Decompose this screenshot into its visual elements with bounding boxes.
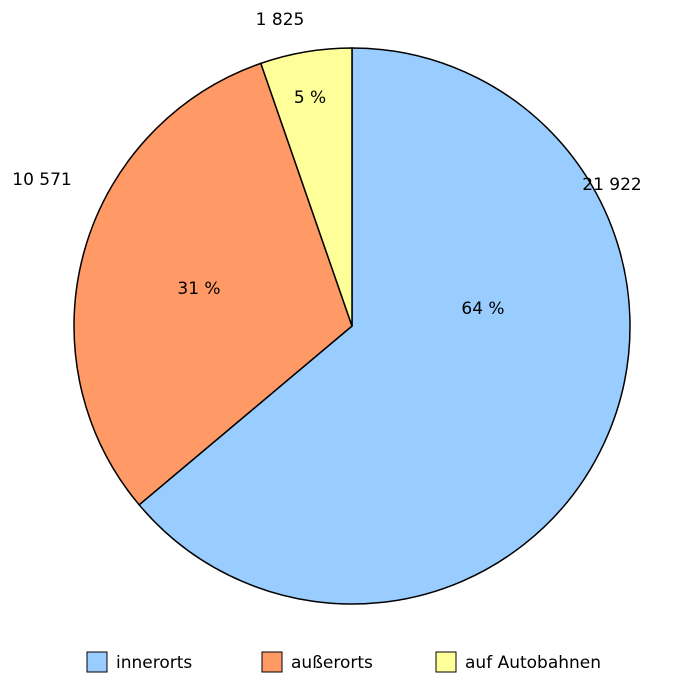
legend-label: auf Autobahnen bbox=[465, 653, 601, 673]
pie-slice bbox=[73, 62, 353, 506]
legend-swatch bbox=[435, 651, 457, 673]
percent-label: 64 % bbox=[461, 299, 504, 319]
pie-slice bbox=[259, 47, 353, 327]
legend-label: innerorts bbox=[116, 653, 192, 673]
legend-swatch bbox=[86, 651, 108, 673]
legend-label: außerorts bbox=[291, 653, 373, 673]
value-label: 10 571 bbox=[12, 170, 71, 190]
value-label: 1 825 bbox=[256, 10, 305, 30]
legend-swatch bbox=[261, 651, 283, 673]
pie-slice bbox=[138, 47, 631, 605]
percent-label: 31 % bbox=[177, 279, 220, 299]
value-label: 21 922 bbox=[582, 175, 641, 195]
percent-label: 5 % bbox=[294, 88, 326, 108]
